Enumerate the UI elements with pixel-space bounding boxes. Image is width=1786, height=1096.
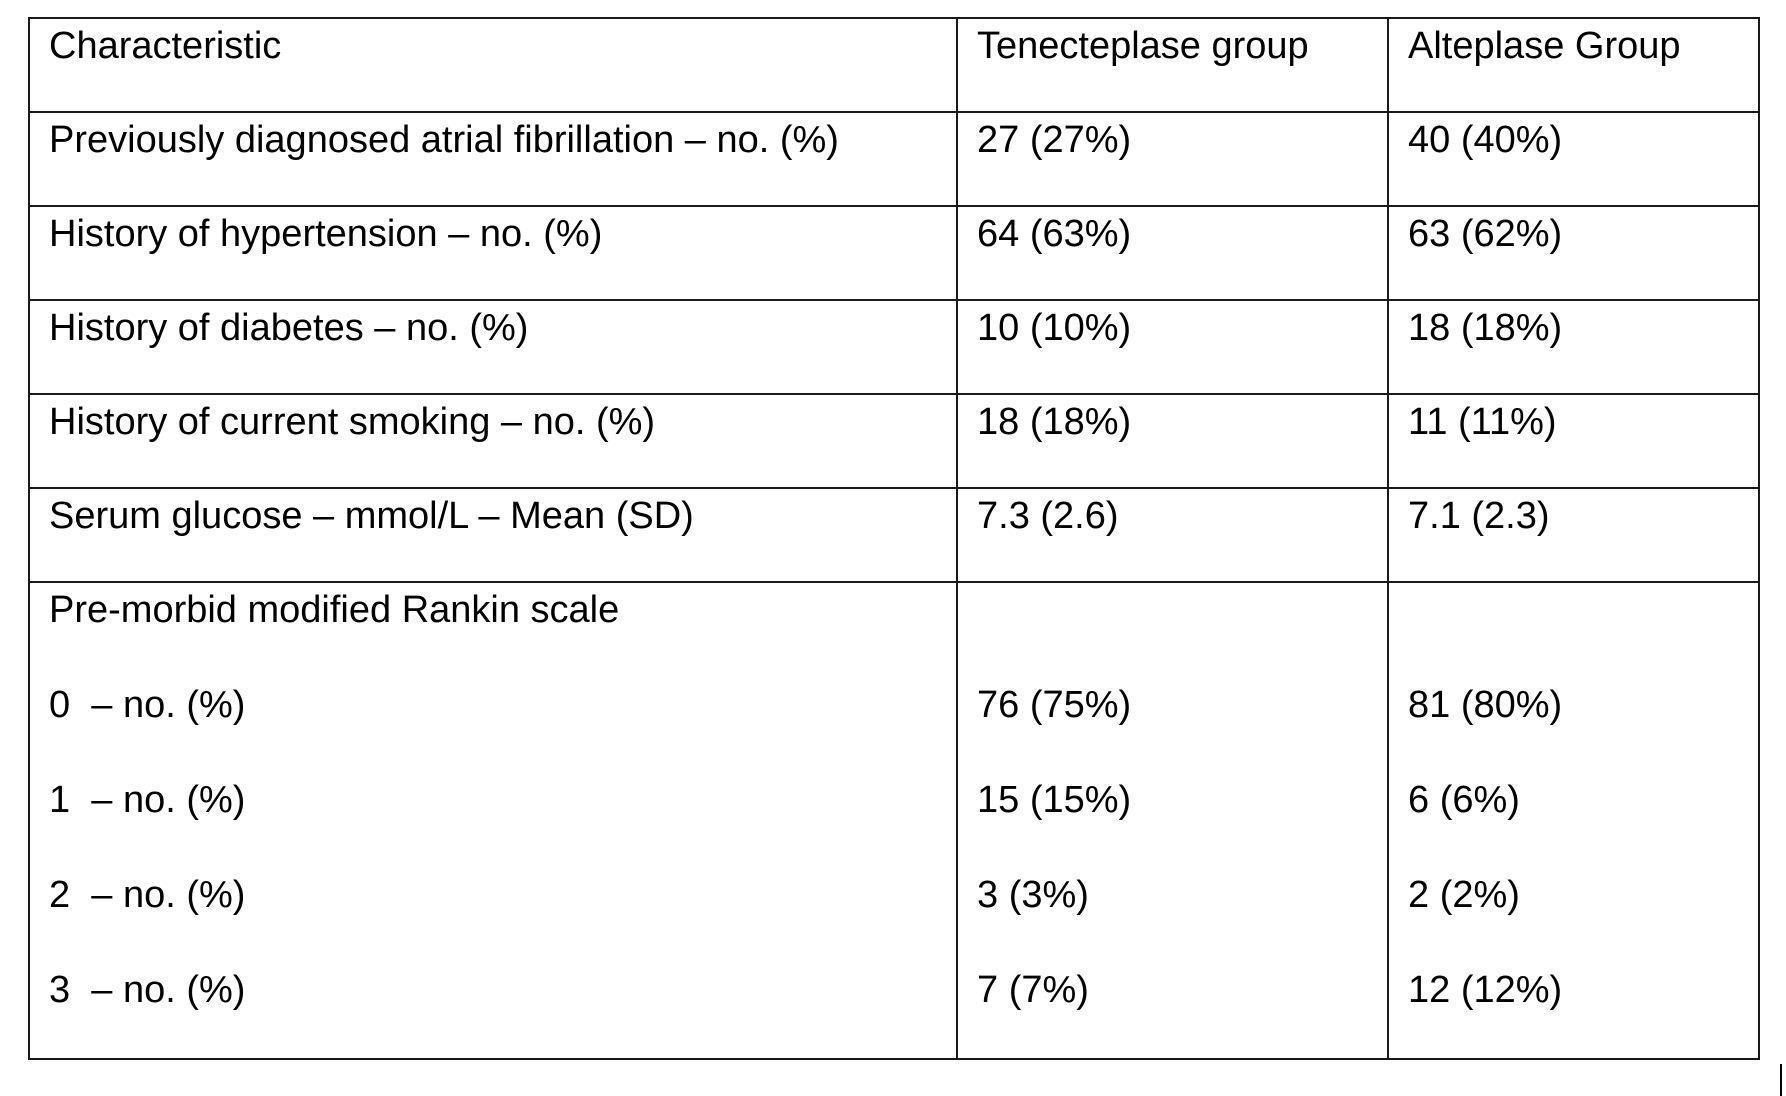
tenecteplase-cell: 64 (63%) — [956, 205, 1389, 301]
tenecteplase-cell: 7.3 (2.6) — [956, 487, 1389, 583]
characteristics-table: Characteristic Tenecteplase group Altepl… — [28, 17, 1760, 1060]
tenecteplase-cell: 10 (10%) — [956, 299, 1389, 395]
row-label: History of diabetes – no. (%) — [49, 307, 529, 349]
tenecteplase-value: 76 (75%) — [977, 684, 1132, 726]
alteplase-value: 40 (40%) — [1408, 119, 1563, 161]
table-row: History of diabetes – no. (%) 10 (10%) 1… — [28, 299, 1760, 395]
header-row: Characteristic Tenecteplase group Altepl… — [28, 17, 1760, 113]
row-label: History of hypertension – no. (%) — [49, 213, 603, 255]
alteplase-value: 18 (18%) — [1408, 307, 1563, 349]
rankin-item-label: 1 – no. (%) — [49, 779, 246, 821]
rankin-tenecteplase-cell: 76 (75%) 15 (15%) 3 (3%) 7 (7%) — [956, 581, 1389, 1060]
header-cell-tenecteplase: Tenecteplase group — [956, 17, 1389, 113]
header-cell-alteplase: Alteplase Group — [1387, 17, 1760, 113]
rankin-spacer — [977, 583, 1387, 678]
alteplase-value: 11 (11%) — [1408, 401, 1557, 443]
rankin-item-label: 3 – no. (%) — [49, 969, 246, 1011]
row-label-cell: History of diabetes – no. (%) — [28, 299, 958, 395]
tenecteplase-value: 7.3 (2.6) — [977, 495, 1119, 537]
tenecteplase-value: 3 (3%) — [977, 874, 1089, 916]
tenecteplase-value: 7 (7%) — [977, 969, 1089, 1011]
table-row: History of current smoking – no. (%) 18 … — [28, 393, 1760, 489]
alteplase-value: 2 (2%) — [1408, 874, 1520, 916]
rankin-item-label: 0 – no. (%) — [49, 684, 246, 726]
alteplase-value: 7.1 (2.3) — [1408, 495, 1550, 537]
row-label-cell: History of hypertension – no. (%) — [28, 205, 958, 301]
alteplase-cell: 63 (62%) — [1387, 205, 1760, 301]
row-label-cell: History of current smoking – no. (%) — [28, 393, 958, 489]
row-label-cell: Serum glucose – mmol/L – Mean (SD) — [28, 487, 958, 583]
tenecteplase-value: 10 (10%) — [977, 307, 1132, 349]
header-characteristic: Characteristic — [49, 25, 282, 67]
alteplase-value: 6 (6%) — [1408, 779, 1520, 821]
alteplase-value: 81 (80%) — [1408, 684, 1563, 726]
row-label: Serum glucose – mmol/L – Mean (SD) — [49, 495, 694, 537]
rankin-row: Pre-morbid modified Rankin scale 0 – no.… — [28, 581, 1760, 1060]
alteplase-value: 63 (62%) — [1408, 213, 1563, 255]
tenecteplase-cell: 18 (18%) — [956, 393, 1389, 489]
row-label: Previously diagnosed atrial fibrillation… — [49, 119, 839, 161]
alteplase-cell: 11 (11%) — [1387, 393, 1760, 489]
table-row: Serum glucose – mmol/L – Mean (SD) 7.3 (… — [28, 487, 1760, 583]
rankin-title: Pre-morbid modified Rankin scale — [49, 589, 620, 631]
table-row: History of hypertension – no. (%) 64 (63… — [28, 205, 1760, 301]
text-cursor — [1780, 1064, 1782, 1096]
alteplase-cell: 7.1 (2.3) — [1387, 487, 1760, 583]
alteplase-cell: 18 (18%) — [1387, 299, 1760, 395]
header-tenecteplase: Tenecteplase group — [977, 25, 1309, 67]
tenecteplase-value: 64 (63%) — [977, 213, 1132, 255]
rankin-label-cell: Pre-morbid modified Rankin scale 0 – no.… — [28, 581, 958, 1060]
rankin-item-label: 2 – no. (%) — [49, 874, 246, 916]
tenecteplase-value: 15 (15%) — [977, 779, 1132, 821]
header-alteplase: Alteplase Group — [1408, 25, 1681, 67]
alteplase-cell: 40 (40%) — [1387, 111, 1760, 207]
tenecteplase-value: 27 (27%) — [977, 119, 1132, 161]
alteplase-value: 12 (12%) — [1408, 969, 1563, 1011]
row-label-cell: Previously diagnosed atrial fibrillation… — [28, 111, 958, 207]
table-row: Previously diagnosed atrial fibrillation… — [28, 111, 1760, 207]
tenecteplase-value: 18 (18%) — [977, 401, 1132, 443]
rankin-alteplase-cell: 81 (80%) 6 (6%) 2 (2%) 12 (12%) — [1387, 581, 1760, 1060]
header-cell-characteristic: Characteristic — [28, 17, 958, 113]
tenecteplase-cell: 27 (27%) — [956, 111, 1389, 207]
rankin-spacer — [1408, 583, 1758, 678]
row-label: History of current smoking – no. (%) — [49, 401, 656, 443]
